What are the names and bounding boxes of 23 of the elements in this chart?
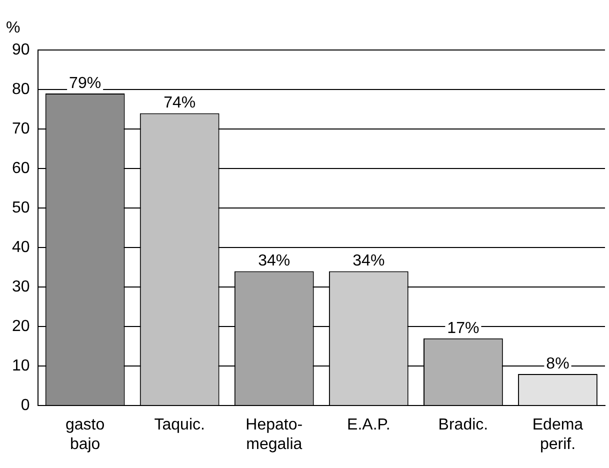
y-tick-label: 60 — [12, 160, 30, 177]
y-tick-label: 0 — [20, 397, 30, 414]
y-tick-label: 80 — [12, 80, 30, 98]
x-tick-label: Hepato- megalia — [246, 416, 303, 453]
y-tick-label: 40 — [12, 238, 30, 256]
y-tick-label: 30 — [12, 278, 30, 296]
data-label: 74% — [164, 94, 196, 112]
x-tick-label: Bradic. — [438, 416, 488, 434]
x-tick-label: Taquic. — [154, 416, 205, 434]
x-tick-label: E.A.P. — [347, 416, 390, 434]
data-label: 17% — [447, 320, 480, 337]
y-tick-label: 10 — [12, 357, 30, 374]
data-label: 34% — [352, 252, 385, 270]
y-tick-label: 70 — [12, 120, 30, 138]
y-tick-label: 90 — [12, 41, 30, 58]
y-tick-label: 20 — [12, 318, 30, 335]
y-tick-label: 50 — [12, 199, 30, 216]
y-axis-title: % — [6, 19, 20, 36]
x-tick-label: gasto bajo — [65, 416, 105, 453]
data-label: 79% — [69, 74, 102, 92]
x-tick-label: Edema perif. — [532, 416, 584, 453]
data-label: 34% — [258, 252, 290, 270]
data-label: 8% — [546, 355, 570, 372]
